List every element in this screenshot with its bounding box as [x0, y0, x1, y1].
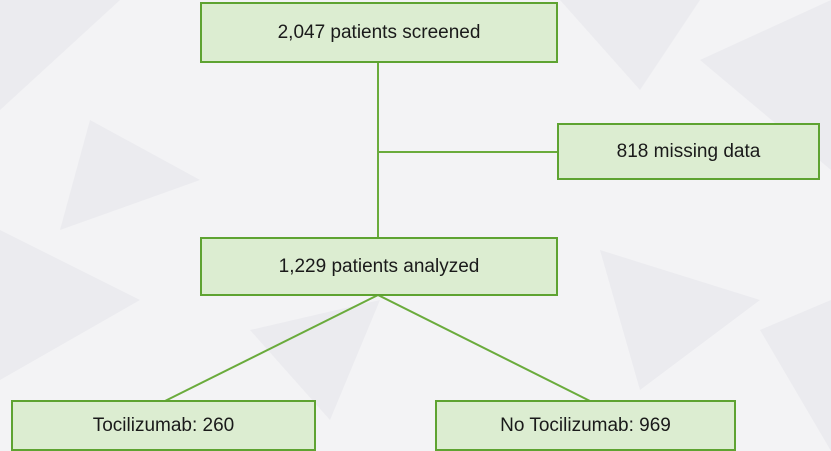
- node-label: Tocilizumab: 260: [92, 414, 235, 436]
- node-label: 1,229 patients analyzed: [278, 255, 480, 277]
- connector: [377, 294, 591, 402]
- connectors: [164, 62, 591, 402]
- node-box: 2,047 patients screened: [200, 2, 558, 63]
- node-label: 2,047 patients screened: [277, 21, 481, 43]
- node-box: No Tocilizumab: 969: [435, 400, 736, 451]
- node-box: Tocilizumab: 260: [11, 400, 316, 451]
- connector: [164, 294, 379, 402]
- node-box: 818 missing data: [557, 123, 820, 180]
- node-label: No Tocilizumab: 969: [500, 414, 671, 436]
- node-label: 818 missing data: [616, 140, 761, 162]
- node-box: 1,229 patients analyzed: [200, 237, 558, 296]
